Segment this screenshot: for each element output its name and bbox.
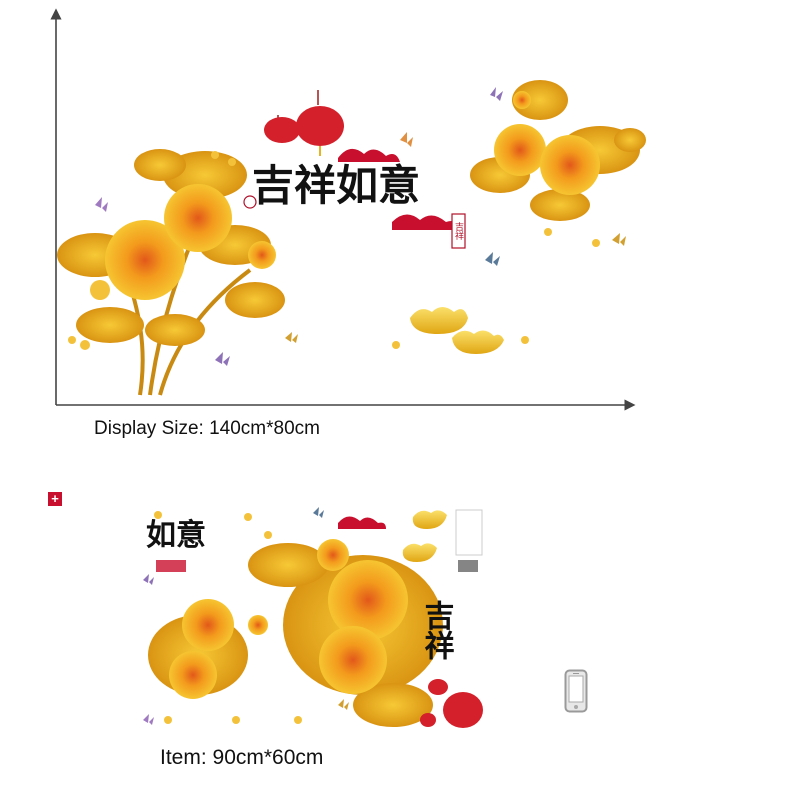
butterflies [95,87,626,366]
item-size-caption: Item: 90cm*60cm [160,746,324,769]
gold-ingots [392,307,529,354]
sheet-calligraphy-right: 吉祥 [419,600,455,660]
sheet-calligraphy-left: 如意 [146,518,206,553]
dimension-axes [50,8,636,411]
peony-flower [105,220,185,300]
peony-flower [540,135,600,195]
red-plus-badge-icon: + [48,492,62,506]
right-peony-branch [470,80,646,247]
peony-flower [494,124,546,176]
sheet-peony-cluster [148,511,443,727]
display-size-caption: Display Size: 140cm*80cm [94,418,320,439]
red-seal-stamp [451,213,466,249]
red-lanterns [264,90,344,156]
seal-text: 吉祥 [453,222,464,241]
smartphone-icon [564,669,588,713]
left-peony-branch [57,149,285,396]
decal-sheet: 如意 吉祥 [138,505,486,737]
main-calligraphy: 吉祥如意 [252,161,420,210]
peony-flower [164,184,232,252]
wall-decal-preview: 吉祥如意 吉祥 [50,8,646,411]
auspicious-clouds [338,148,458,230]
